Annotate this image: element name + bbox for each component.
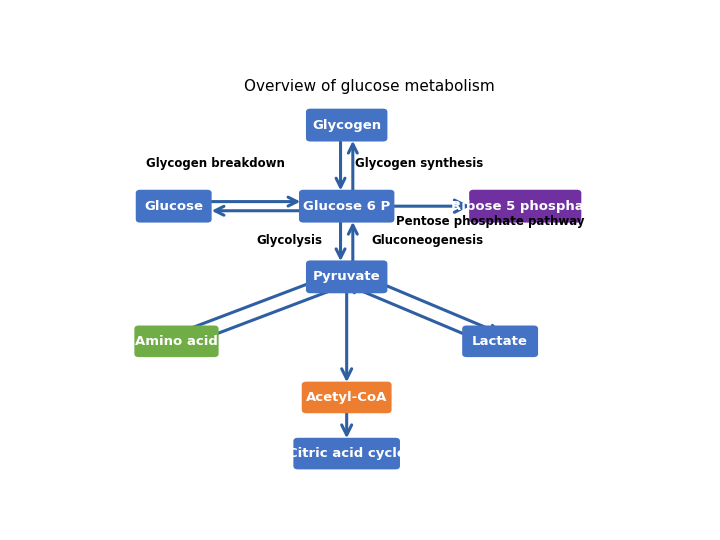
- Text: Glycogen breakdown: Glycogen breakdown: [146, 157, 285, 170]
- Text: Glycogen: Glycogen: [312, 119, 382, 132]
- FancyBboxPatch shape: [136, 190, 212, 222]
- Text: Pentose phosphate pathway: Pentose phosphate pathway: [396, 215, 585, 228]
- Text: Gluconeogenesis: Gluconeogenesis: [372, 234, 483, 247]
- Text: Glycolysis: Glycolysis: [256, 234, 322, 247]
- Text: Glucose 6 P: Glucose 6 P: [303, 200, 390, 213]
- Text: Pyruvate: Pyruvate: [313, 271, 380, 284]
- Text: Glucose: Glucose: [144, 200, 203, 213]
- FancyBboxPatch shape: [302, 382, 392, 413]
- Text: Acetyl-CoA: Acetyl-CoA: [306, 391, 387, 404]
- FancyBboxPatch shape: [135, 326, 219, 357]
- Text: Amino acid: Amino acid: [135, 335, 218, 348]
- Text: Lactate: Lactate: [472, 335, 528, 348]
- Text: Glycogen synthesis: Glycogen synthesis: [355, 157, 483, 170]
- FancyBboxPatch shape: [469, 190, 581, 222]
- FancyBboxPatch shape: [293, 438, 400, 469]
- Text: Citric acid cycle: Citric acid cycle: [288, 447, 405, 460]
- Text: Overview of glucose metabolism: Overview of glucose metabolism: [243, 79, 495, 94]
- FancyBboxPatch shape: [306, 109, 387, 141]
- FancyBboxPatch shape: [306, 260, 387, 293]
- FancyBboxPatch shape: [462, 326, 538, 357]
- FancyBboxPatch shape: [299, 190, 395, 222]
- Text: Ribose 5 phosphate: Ribose 5 phosphate: [451, 200, 599, 213]
